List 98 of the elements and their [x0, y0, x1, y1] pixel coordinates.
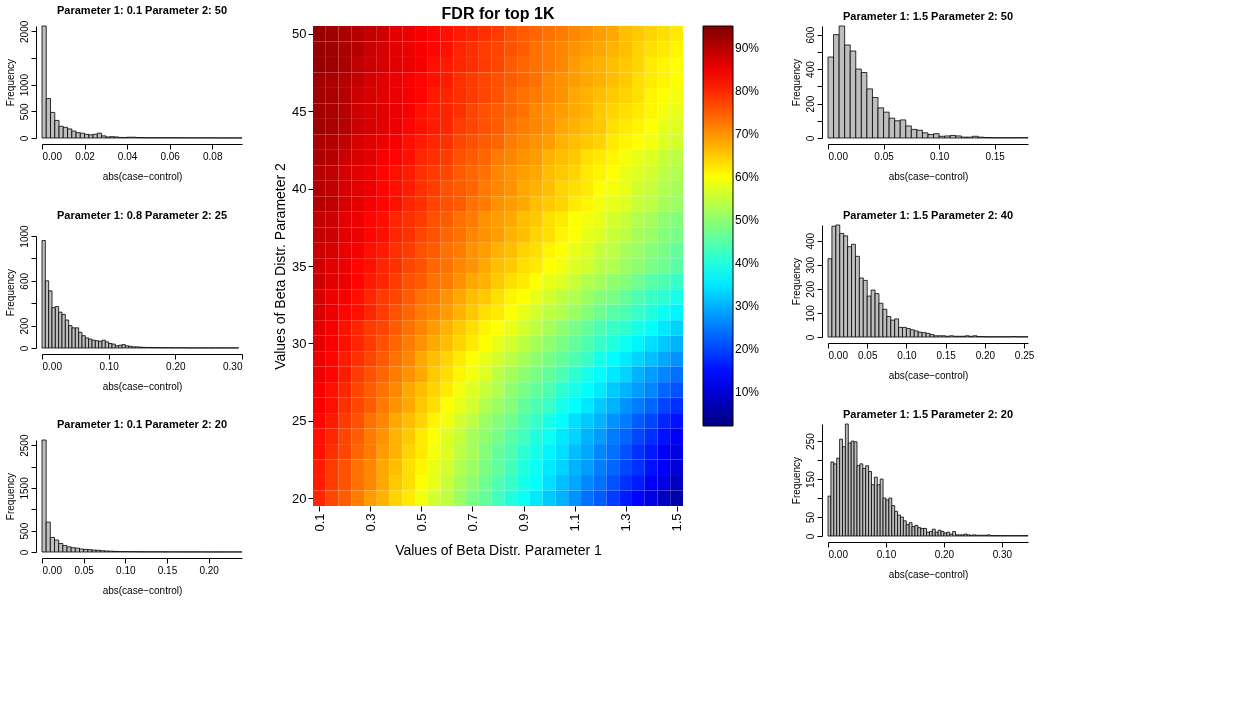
y-tick-label: 0	[804, 533, 816, 540]
x-tick-label: 0.00	[42, 360, 63, 372]
y-axis-title: Frequency	[4, 58, 16, 107]
chart-title: Parameter 1: 0.8 Parameter 2: 25	[57, 208, 227, 221]
chart-title: Parameter 1: 0.1 Parameter 2: 50	[57, 4, 227, 17]
chart-title: FDR for top 1K	[441, 5, 555, 22]
y-tick-label: 150	[804, 470, 816, 488]
x-tick-label: 0.7	[464, 513, 480, 532]
y-tick-label: 40	[292, 181, 307, 197]
x-tick-label: 0.02	[75, 150, 96, 162]
x-tick-label: 0.20	[166, 360, 186, 372]
color-bar-label: 90%	[735, 40, 760, 55]
x-axis-title: abs(case−control)	[888, 369, 969, 381]
y-tick-label: 2000	[18, 20, 30, 43]
x-tick-label: 0.20	[975, 349, 996, 361]
color-bar-label: 30%	[735, 298, 760, 313]
y-tick-label: 500	[18, 103, 30, 121]
x-tick-label: 0.10	[897, 349, 918, 361]
color-bar-label: 40%	[735, 255, 760, 270]
chart-title: Parameter 1: 1.5 Parameter 2: 40	[843, 208, 1013, 221]
y-tick-label: 400	[804, 232, 816, 250]
y-tick-label: 400	[804, 60, 816, 78]
y-tick-label: 500	[18, 522, 30, 540]
x-tick-label: 0.00	[42, 564, 63, 576]
color-bar-label: 70%	[735, 126, 760, 141]
y-tick-label: 250	[804, 432, 816, 450]
y-tick-label: 200	[18, 317, 30, 335]
x-tick-label: 0.05	[857, 349, 878, 361]
y-tick-label: 50	[804, 511, 816, 524]
x-axis-title: abs(case−control)	[888, 568, 969, 580]
x-tick-label: 0.15	[936, 349, 957, 361]
x-tick-label: 1.5	[669, 513, 685, 532]
x-tick-label: 0.30	[992, 548, 1013, 560]
x-axis-title: abs(case−control)	[102, 380, 183, 392]
y-tick-label: 20	[292, 490, 307, 506]
color-bar-label: 80%	[735, 83, 760, 98]
x-tick-label: 0.00	[828, 349, 849, 361]
y-tick-label: 25	[292, 413, 307, 429]
color-bar-label: 50%	[735, 212, 760, 227]
color-bar-label: 20%	[735, 341, 760, 356]
x-tick-label: 0.9	[516, 513, 532, 532]
y-axis-title: Frequency	[790, 456, 802, 505]
x-axis-title: abs(case−control)	[888, 170, 969, 182]
y-axis-title: Values of Beta Distr. Parameter 2	[272, 162, 289, 370]
y-tick-label: 300	[804, 256, 816, 274]
y-tick-label: 30	[292, 335, 307, 351]
y-tick-label: 1500	[18, 476, 30, 500]
y-tick-label: 0	[18, 135, 30, 142]
chart-title: Parameter 1: 0.1 Parameter 2: 20	[57, 418, 227, 431]
x-tick-label: 0.04	[117, 150, 138, 162]
x-tick-label: 0.5	[413, 513, 429, 532]
y-tick-label: 600	[18, 272, 30, 290]
y-axis-title: Frequency	[4, 472, 16, 521]
x-tick-label: 0.20	[934, 548, 955, 560]
y-axis-title: Frequency	[790, 58, 802, 107]
x-tick-label: 0.00	[42, 150, 63, 162]
x-tick-label: 0.25	[1014, 349, 1035, 361]
y-tick-label: 200	[804, 95, 816, 113]
y-tick-label: 0	[804, 135, 816, 142]
x-tick-label: 0.00	[828, 548, 849, 560]
y-tick-label: 1000	[18, 73, 30, 97]
y-tick-label: 2500	[18, 434, 30, 457]
x-tick-label: 0.10	[99, 360, 120, 372]
x-tick-label: 1.3	[618, 513, 634, 532]
y-axis-title: Frequency	[4, 268, 16, 317]
x-tick-label: 0.30	[223, 360, 243, 372]
y-tick-label: 200	[804, 280, 816, 298]
x-tick-label: 0.08	[202, 150, 223, 162]
x-tick-label: 0.15	[985, 150, 1006, 162]
y-tick-label: 45	[292, 103, 307, 119]
x-tick-label: 1.1	[567, 513, 583, 532]
chart-title: Parameter 1: 1.5 Parameter 2: 50	[843, 9, 1013, 22]
x-axis-title: abs(case−control)	[102, 170, 183, 182]
y-tick-label: 100	[804, 304, 816, 322]
x-tick-label: 0.3	[362, 513, 378, 532]
y-tick-label: 600	[804, 26, 816, 44]
x-tick-label: 0.10	[929, 150, 950, 162]
y-tick-label: 0	[18, 345, 30, 352]
x-tick-label: 0.00	[828, 150, 849, 162]
y-axis-title: Frequency	[790, 257, 802, 306]
y-tick-label: 1000	[18, 224, 30, 248]
y-tick-label: 0	[804, 334, 816, 341]
color-bar-label: 60%	[735, 169, 760, 184]
color-bar-label: 10%	[735, 384, 760, 399]
x-tick-label: 0.05	[74, 564, 95, 576]
x-tick-label: 0.10	[876, 548, 897, 560]
x-tick-label: 0.10	[116, 564, 136, 576]
y-tick-label: 35	[292, 258, 307, 274]
x-tick-label: 0.05	[874, 150, 895, 162]
chart-title: Parameter 1: 1.5 Parameter 2: 20	[843, 407, 1013, 420]
y-tick-label: 50	[292, 26, 307, 42]
x-axis-title: Values of Beta Distr. Parameter 1	[395, 541, 603, 558]
x-tick-label: 0.20	[199, 564, 220, 576]
y-tick-label: 0	[18, 549, 30, 556]
x-tick-label: 0.1	[311, 513, 327, 532]
x-axis-title: abs(case−control)	[102, 584, 183, 596]
x-tick-label: 0.06	[160, 150, 181, 162]
x-tick-label: 0.15	[157, 564, 178, 576]
